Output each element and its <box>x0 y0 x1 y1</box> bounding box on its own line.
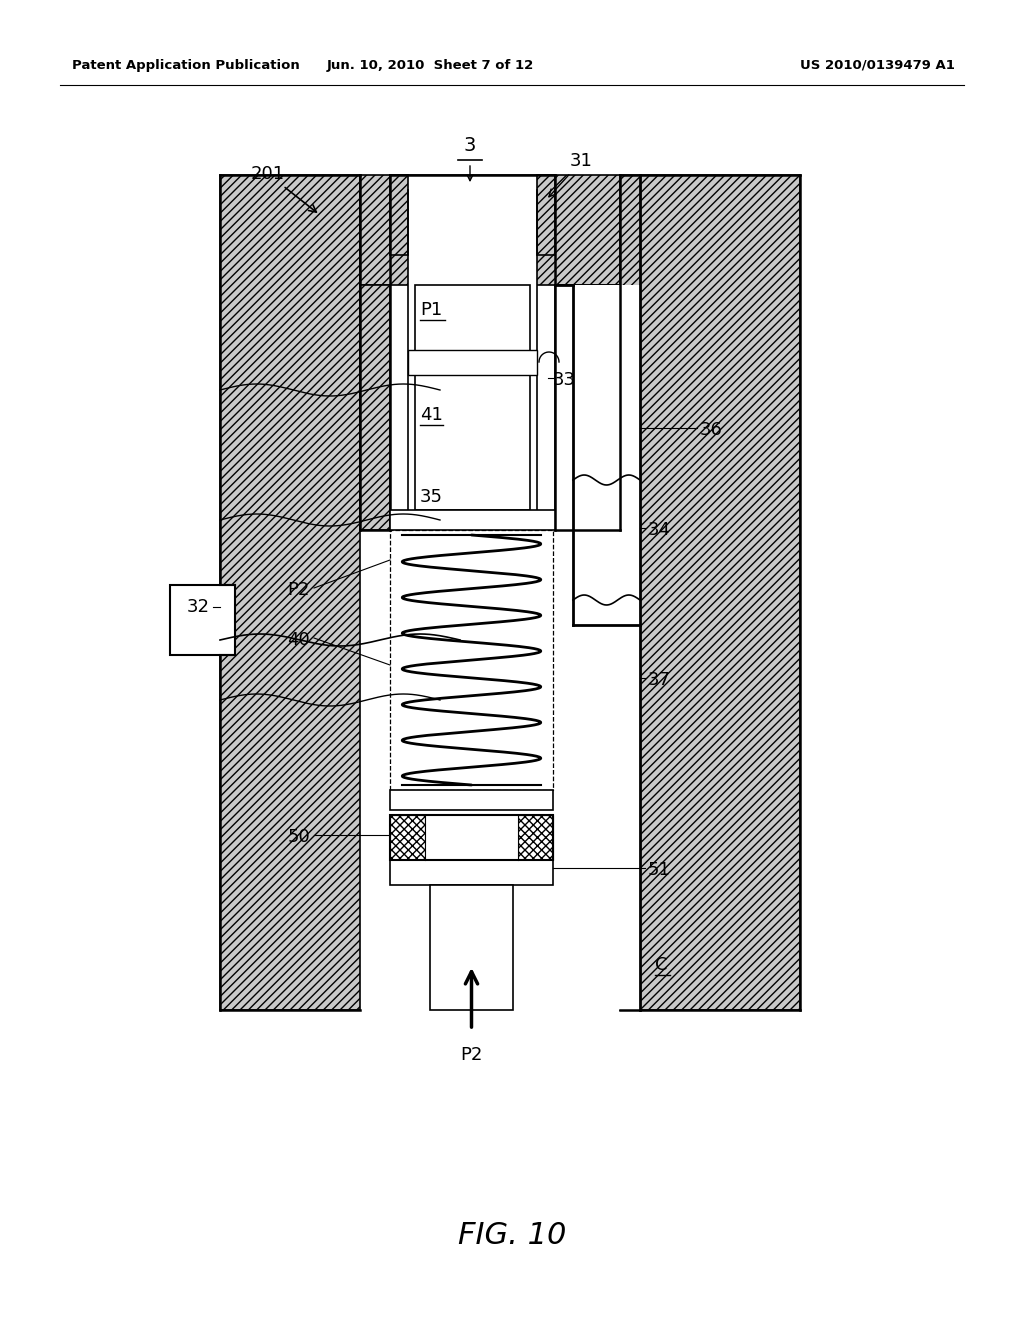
Text: P2: P2 <box>288 581 310 599</box>
Bar <box>518 814 553 861</box>
Text: 37: 37 <box>648 671 671 689</box>
Text: 34: 34 <box>648 521 671 539</box>
Bar <box>537 176 555 255</box>
Text: 50: 50 <box>288 828 310 846</box>
Bar <box>390 861 553 884</box>
Text: C: C <box>655 956 668 974</box>
Bar <box>170 585 234 655</box>
Bar <box>390 814 425 861</box>
Text: FIG. 10: FIG. 10 <box>458 1221 566 1250</box>
Text: 35: 35 <box>420 488 443 506</box>
Text: 40: 40 <box>288 631 310 649</box>
Bar <box>390 510 555 531</box>
Bar <box>415 285 530 510</box>
Text: Patent Application Publication: Patent Application Publication <box>72 58 300 71</box>
Bar <box>390 789 553 810</box>
Text: US 2010/0139479 A1: US 2010/0139479 A1 <box>800 58 955 71</box>
Text: 41: 41 <box>420 407 442 424</box>
Bar <box>390 814 553 861</box>
Text: 36: 36 <box>700 421 723 440</box>
Bar <box>390 531 553 789</box>
Bar <box>390 176 408 255</box>
Bar <box>425 814 518 861</box>
Bar <box>360 285 390 531</box>
Bar <box>408 350 537 375</box>
Text: P2: P2 <box>461 1045 482 1064</box>
Bar <box>430 884 513 1010</box>
Text: 31: 31 <box>549 152 593 197</box>
Text: P1: P1 <box>420 301 442 319</box>
Text: 51: 51 <box>648 861 671 879</box>
Bar <box>220 176 360 1010</box>
Text: 201: 201 <box>251 165 316 213</box>
Text: 33: 33 <box>553 371 575 389</box>
Bar <box>555 285 640 1010</box>
Text: 3: 3 <box>464 136 476 154</box>
Bar <box>360 176 620 285</box>
Text: 32: 32 <box>187 598 210 616</box>
Text: Jun. 10, 2010  Sheet 7 of 12: Jun. 10, 2010 Sheet 7 of 12 <box>327 58 534 71</box>
Bar <box>408 176 537 531</box>
Bar <box>620 176 800 1010</box>
Bar <box>555 285 620 531</box>
